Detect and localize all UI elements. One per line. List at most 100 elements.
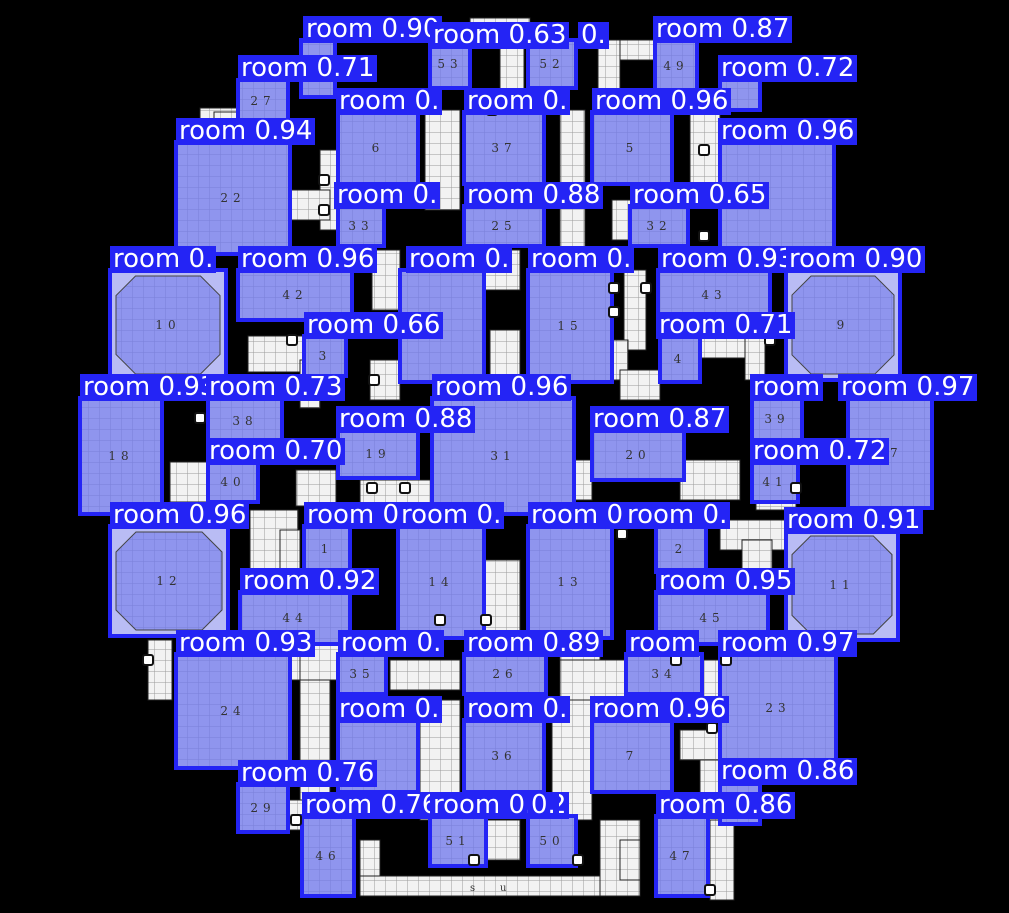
room-number: 9 bbox=[837, 318, 850, 332]
room-floor bbox=[238, 80, 288, 122]
room-detection: 51 bbox=[428, 814, 488, 868]
room-floor bbox=[752, 398, 802, 440]
confidence-label: room 0. bbox=[336, 696, 443, 723]
room-floor bbox=[655, 40, 697, 92]
door-marker bbox=[366, 482, 378, 494]
room-floor bbox=[464, 720, 544, 792]
confidence-label: room 0. bbox=[406, 246, 513, 273]
door-marker bbox=[616, 528, 628, 540]
confidence-label: room 0. bbox=[464, 88, 571, 115]
room-detection: 50 bbox=[526, 814, 578, 868]
room-detection: 46 bbox=[300, 814, 356, 898]
room-number: 51 bbox=[445, 834, 470, 848]
room-number: 44 bbox=[282, 611, 307, 625]
confidence-label: room 0.96 bbox=[718, 118, 858, 145]
room-number: 27 bbox=[250, 94, 275, 108]
room-detection: 32 bbox=[628, 204, 690, 248]
room-number: 24 bbox=[220, 704, 245, 718]
corridor-segment bbox=[619, 839, 641, 881]
room-floor bbox=[592, 112, 672, 184]
room-number: 46 bbox=[315, 849, 340, 863]
confidence-label: room 0.76 bbox=[238, 760, 378, 787]
room-detection: 18 bbox=[78, 396, 164, 516]
room-number: 6 bbox=[372, 141, 385, 155]
confidence-label: room 0.73 bbox=[206, 374, 346, 401]
room-number: 10 bbox=[155, 318, 180, 332]
confidence-label: room 0.90 bbox=[786, 246, 926, 273]
corridor-segment bbox=[389, 659, 461, 691]
room-floor bbox=[592, 430, 684, 480]
room-detection: 40 bbox=[206, 460, 260, 504]
confidence-label: room bbox=[750, 374, 824, 401]
room-number: 52 bbox=[539, 57, 564, 71]
room-number: 13 bbox=[557, 575, 582, 589]
room-number: 47 bbox=[669, 849, 694, 863]
room-floor bbox=[238, 270, 352, 320]
confidence-label: room 0.76 bbox=[302, 792, 442, 819]
room-detection: 26 bbox=[462, 652, 548, 696]
room-number: 37 bbox=[491, 141, 516, 155]
room-floor bbox=[464, 206, 544, 246]
door-marker bbox=[698, 144, 710, 156]
confidence-label: room 0.97 bbox=[838, 374, 978, 401]
confidence-label: room 0.90 bbox=[303, 16, 443, 43]
room-number: 34 bbox=[651, 667, 676, 681]
corridor-letter: s bbox=[470, 883, 481, 894]
confidence-label: room 0.91 bbox=[784, 507, 924, 534]
room-floor bbox=[208, 462, 258, 502]
room-floor bbox=[338, 112, 418, 184]
room-detection: 45 bbox=[654, 590, 770, 646]
door-marker bbox=[142, 654, 154, 666]
corridor-segment bbox=[679, 729, 721, 761]
confidence-label: room 0. bbox=[398, 502, 505, 529]
room-detection: 25 bbox=[462, 204, 546, 248]
room-number: 43 bbox=[701, 288, 726, 302]
corridor-segment bbox=[619, 369, 661, 401]
confidence-label: room 0.70 bbox=[206, 438, 346, 465]
room-number: 5 bbox=[626, 141, 639, 155]
room-detection: 35 bbox=[336, 652, 388, 696]
room-floor bbox=[752, 462, 798, 502]
confidence-label: room 0. bbox=[110, 246, 217, 273]
confidence-label: room 0. bbox=[528, 246, 635, 273]
room-floor bbox=[630, 206, 688, 246]
corridor-segment bbox=[679, 459, 741, 501]
door-marker bbox=[698, 230, 710, 242]
room-floor bbox=[656, 816, 708, 896]
corridor-segment bbox=[169, 461, 211, 503]
confidence-label: room 0. bbox=[624, 502, 731, 529]
room-floor bbox=[528, 270, 612, 382]
confidence-label: room 0.88 bbox=[464, 182, 604, 209]
confidence-label: room 0.87 bbox=[590, 406, 730, 433]
confidence-label: room 0. bbox=[464, 696, 571, 723]
room-detection: 22 bbox=[174, 140, 292, 256]
door-marker bbox=[286, 334, 298, 346]
door-marker bbox=[572, 854, 584, 866]
door-marker bbox=[318, 204, 330, 216]
confidence-label: room 0. bbox=[304, 502, 411, 529]
room-floor bbox=[304, 526, 350, 572]
room-number: 45 bbox=[699, 611, 724, 625]
door-marker bbox=[368, 374, 380, 386]
door-marker bbox=[318, 174, 330, 186]
room-number: 36 bbox=[491, 749, 516, 763]
room-number: 41 bbox=[762, 475, 787, 489]
confidence-label: room 0.71 bbox=[656, 312, 796, 339]
room-floor bbox=[208, 398, 282, 444]
confidence-label: room 0.97 bbox=[718, 630, 858, 657]
door-marker bbox=[706, 722, 718, 734]
corridor-segment bbox=[623, 269, 647, 351]
confidence-label: room 0. bbox=[334, 182, 441, 209]
room-detection: 27 bbox=[236, 78, 290, 124]
room-number: 50 bbox=[539, 834, 564, 848]
room-number: 26 bbox=[492, 667, 517, 681]
confidence-label: room 0.72 bbox=[718, 55, 858, 82]
room-number: 33 bbox=[348, 219, 373, 233]
room-detection: 23 bbox=[718, 652, 838, 764]
door-marker bbox=[480, 614, 492, 626]
room-detection: 29 bbox=[236, 782, 290, 834]
corridor-segment bbox=[295, 469, 337, 507]
room-detection: 33 bbox=[336, 204, 386, 248]
